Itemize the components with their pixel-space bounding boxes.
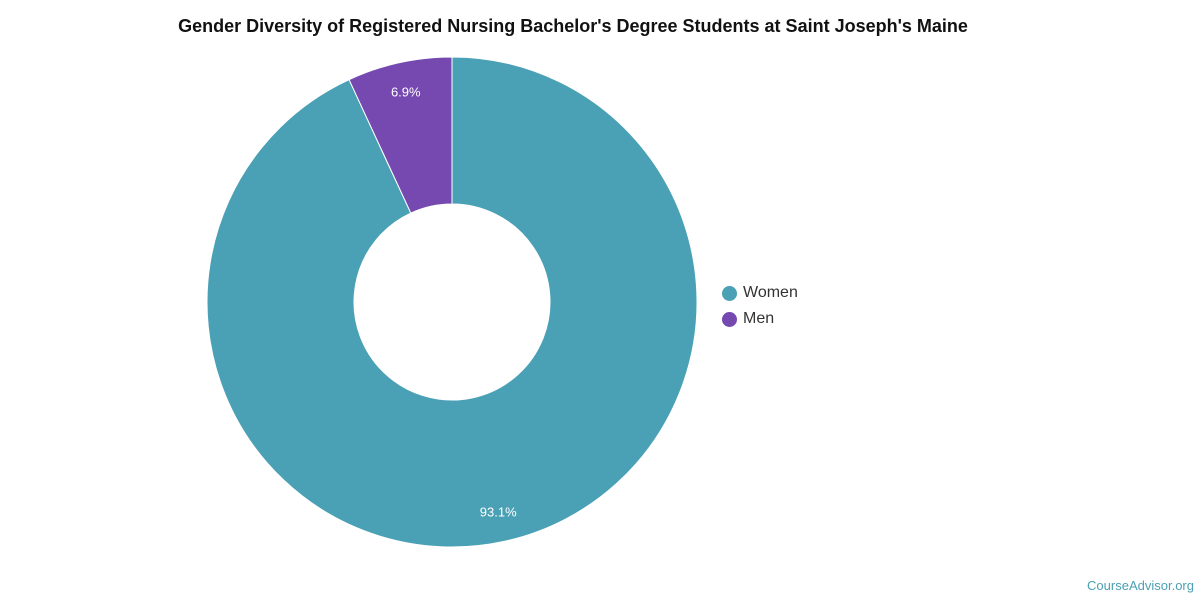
legend-swatch-women xyxy=(722,285,737,301)
donut-slice-women[interactable] xyxy=(206,56,698,548)
chart-legend: Women Men xyxy=(722,280,798,332)
data-label-women: 93.1% xyxy=(480,504,517,519)
legend-swatch-men xyxy=(722,311,737,327)
data-label-men: 6.9% xyxy=(391,85,421,100)
donut-slice-men[interactable] xyxy=(348,56,453,214)
chart-title: Gender Diversity of Registered Nursing B… xyxy=(178,16,968,36)
watermark[interactable]: CourseAdvisor.org xyxy=(1087,578,1194,593)
legend-label-men: Men xyxy=(743,310,775,327)
legend-item-men[interactable]: Men xyxy=(722,306,798,332)
legend-item-women[interactable]: Women xyxy=(722,280,798,306)
legend-label-women: Women xyxy=(743,284,798,301)
